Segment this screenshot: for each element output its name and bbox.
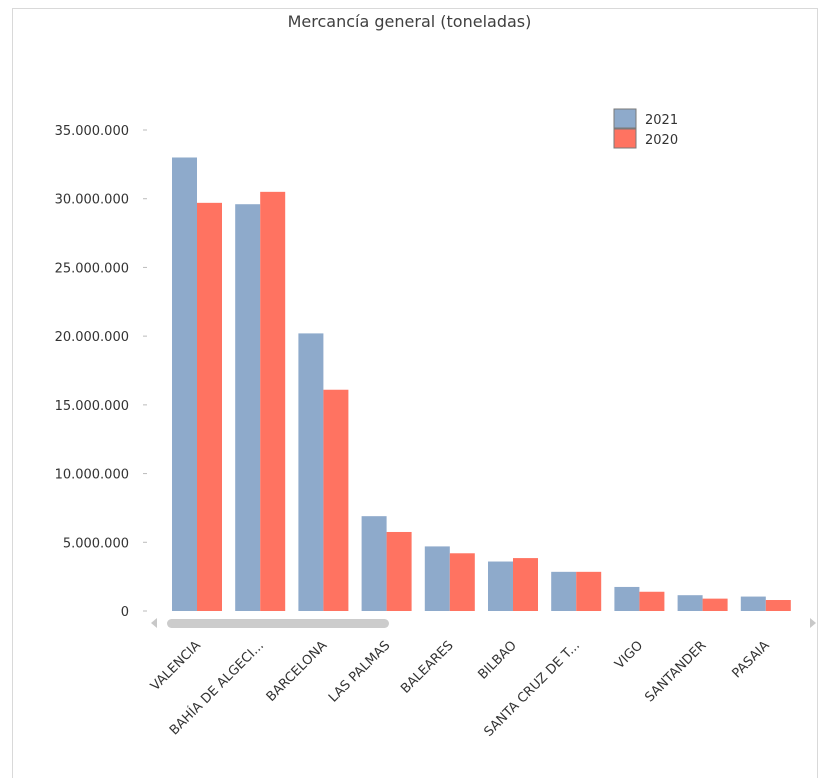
scroll-right-arrow[interactable] <box>810 618 816 628</box>
bar-2020[interactable] <box>449 553 475 611</box>
x-tick-label: PASAIA <box>729 638 772 681</box>
legend-label: 2020 <box>645 133 678 148</box>
y-tick-label: 25.000.000 <box>55 261 129 276</box>
y-tick-label: 10.000.000 <box>55 468 129 483</box>
bar-2020[interactable] <box>765 600 791 611</box>
bar-2020[interactable] <box>197 202 222 611</box>
x-tick-label: BILBAO <box>475 638 519 682</box>
bar-2021[interactable] <box>614 586 640 611</box>
x-tick-label: BARCELONA <box>264 638 331 705</box>
bar-2020[interactable] <box>576 571 602 611</box>
x-tick-label: SANTANDER <box>642 638 709 705</box>
x-tick-label: VIGO <box>612 638 646 672</box>
legend-label: 2021 <box>645 113 678 128</box>
legend-swatch <box>613 128 637 149</box>
bar-2021[interactable] <box>235 204 261 611</box>
bar-2020[interactable] <box>702 598 728 611</box>
scroll-left-arrow[interactable] <box>151 618 157 628</box>
y-tick-label: 0 <box>121 605 129 620</box>
bar-2020[interactable] <box>323 389 349 611</box>
y-tick-label: 20.000.000 <box>55 330 129 345</box>
bar-2021[interactable] <box>488 561 513 611</box>
legend: 2021 2020 <box>613 108 678 149</box>
y-tick-label: 30.000.000 <box>55 193 129 208</box>
bars <box>172 157 791 612</box>
x-tick-label: BALEARES <box>398 638 456 696</box>
bar-2020[interactable] <box>513 558 538 611</box>
legend-swatch <box>613 108 637 129</box>
x-tick-label: VALENCIA <box>148 638 204 694</box>
scrollbar-thumb[interactable] <box>167 619 389 628</box>
bar-2021[interactable] <box>172 157 197 611</box>
bar-2021[interactable] <box>551 571 577 611</box>
y-axis: 35.000.000 30.000.000 25.000.000 20.000.000… <box>55 124 147 620</box>
y-tick-label: 5.000.000 <box>63 536 129 551</box>
x-tick-label: LAS PALMAS <box>326 638 393 705</box>
chart-panel <box>12 8 818 778</box>
bar-2020[interactable] <box>386 531 412 611</box>
bar-2020[interactable] <box>260 191 286 612</box>
bar-2021[interactable] <box>361 516 387 611</box>
bar-2021[interactable] <box>740 596 766 611</box>
scrollbar[interactable] <box>151 618 816 628</box>
bar-2020[interactable] <box>639 591 665 611</box>
bar-2021[interactable] <box>298 333 324 611</box>
bar-2021[interactable] <box>677 595 703 611</box>
y-tick-label: 35.000.000 <box>55 124 129 139</box>
bar-2021[interactable] <box>424 546 450 611</box>
y-tick-label: 15.000.000 <box>55 399 129 414</box>
chart-title: Mercancía general (toneladas) <box>287 12 532 31</box>
